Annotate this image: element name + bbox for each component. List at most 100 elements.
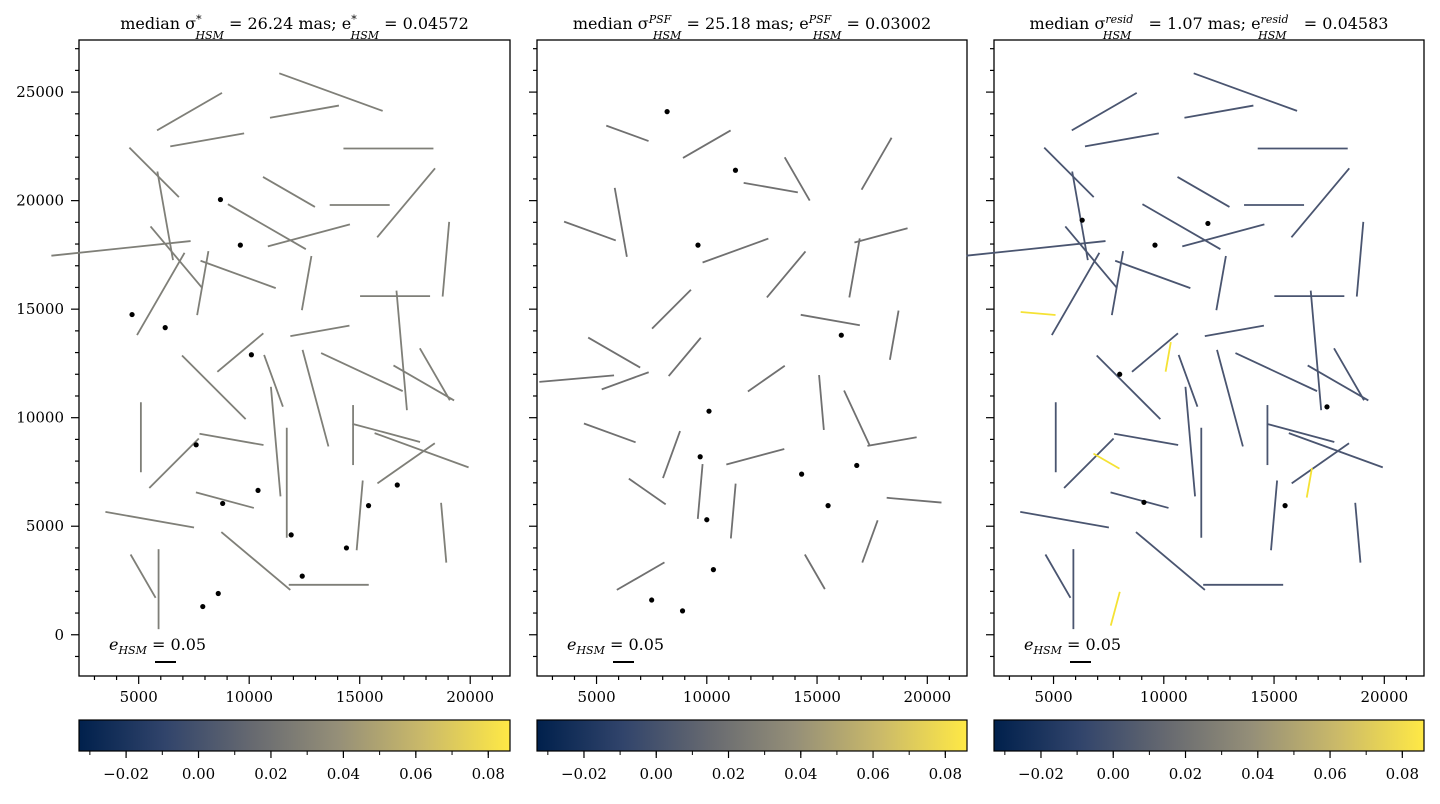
point: [679, 608, 686, 614]
title-part: PSF: [648, 13, 672, 26]
whisker: [662, 430, 681, 479]
whisker: [355, 480, 364, 551]
whisker: [1215, 255, 1227, 311]
whisker: [156, 92, 223, 132]
whisker: [1113, 432, 1179, 446]
title-part: resid: [1105, 13, 1133, 26]
whisker: [440, 502, 448, 563]
title-part: = 1.07 mas; e: [1143, 14, 1260, 33]
whisker: [860, 137, 893, 191]
colorbar-3: −0.02 0.00 0.02 0.04 0.06 0.08: [993, 719, 1425, 783]
point: [1079, 217, 1085, 223]
whisker: [1216, 349, 1244, 447]
point: [1324, 404, 1330, 410]
whisker: [301, 349, 330, 447]
whisker: [136, 252, 186, 336]
whisker: [181, 354, 247, 420]
colorbar-bar: [993, 719, 1425, 752]
title-part: = 25.18 mas; e: [681, 14, 808, 33]
whisker: [200, 259, 277, 289]
whisker: [1333, 347, 1365, 401]
whisker: [320, 352, 404, 392]
point: [129, 311, 135, 318]
point: [704, 517, 710, 523]
whisker: [374, 432, 469, 469]
whisker: [886, 496, 942, 504]
colorbar-tick-label: 0.04: [784, 765, 817, 783]
x-tick-label: 20000: [1360, 688, 1408, 706]
point: [343, 545, 350, 551]
whisker: [726, 448, 785, 466]
whisker: [156, 171, 174, 261]
point: [365, 503, 372, 509]
whisker: [270, 386, 282, 497]
whisker: [128, 147, 180, 198]
whisker: [227, 203, 307, 250]
whisker: [1110, 491, 1169, 509]
panel-title: median σresid HSM = 1.07 mas; eresid HSM =…: [1030, 13, 1389, 42]
title-part: median σ: [573, 14, 649, 33]
whisker: [818, 375, 825, 430]
scale-label-value: = 0.05: [605, 635, 664, 654]
whisker: [800, 313, 860, 327]
whisker: [1266, 422, 1335, 443]
whisker-highlight: [1164, 341, 1172, 372]
whisker: [1291, 442, 1350, 485]
colorbar-tick-label: 0.06: [856, 765, 889, 783]
whisker-highlight: [1305, 467, 1313, 498]
whisker: [1131, 332, 1179, 373]
whisker: [966, 240, 1106, 257]
axes-frame: [993, 39, 1425, 677]
point: [288, 532, 294, 538]
whisker: [1288, 432, 1384, 469]
point: [215, 590, 221, 597]
point: [237, 242, 243, 248]
scale-label: eHSM = 0.05: [1024, 635, 1121, 657]
whisker: [1142, 203, 1221, 250]
whisker: [1355, 221, 1365, 297]
x-tick-label: 10000: [225, 688, 273, 706]
whisker: [854, 227, 908, 244]
colorbar-tick-label: 0.06: [399, 765, 432, 783]
whisker: [199, 432, 264, 446]
point: [1282, 503, 1288, 509]
whisker: [170, 132, 245, 148]
whisker: [743, 181, 798, 194]
whisker: [1064, 225, 1118, 289]
whisker: [441, 221, 451, 297]
whisker: [1270, 480, 1278, 551]
whisker: [1235, 352, 1318, 392]
colorbar-1: −0.02 0.00 0.02 0.04 0.06 0.08: [78, 719, 511, 783]
point: [299, 573, 305, 579]
title-part: HSM: [812, 29, 842, 42]
point: [220, 500, 226, 507]
point: [649, 597, 655, 603]
title-part: median σ: [1030, 14, 1106, 33]
y-tick-label: 20000: [16, 192, 64, 210]
whisker: [419, 347, 451, 401]
whisker: [1184, 386, 1196, 497]
whisker: [278, 72, 383, 112]
whisker: [376, 442, 436, 485]
title-part: *: [196, 13, 202, 26]
colorbar-tick-label: 0.06: [1313, 765, 1346, 783]
whisker: [290, 324, 350, 337]
whisker: [262, 176, 316, 208]
colorbar-tick-label: 0.02: [254, 765, 287, 783]
x-tick-label: 10000: [683, 688, 731, 706]
whisker: [696, 464, 704, 519]
whisker: [1051, 252, 1101, 336]
point: [1141, 499, 1147, 505]
point: [1117, 371, 1123, 377]
whisker-highlight: [1093, 452, 1120, 470]
x-tick-label: 20000: [446, 688, 494, 706]
point: [394, 482, 400, 488]
scale-label: eHSM = 0.05: [567, 635, 664, 657]
x-tick-label: 5000: [120, 688, 158, 706]
y-tick-label: 0: [54, 626, 64, 644]
whisker: [149, 225, 203, 289]
colorbar-tick-label: −0.02: [1018, 765, 1064, 783]
title-part: = 0.04583: [1299, 14, 1389, 33]
whisker-highlight: [1020, 311, 1056, 316]
